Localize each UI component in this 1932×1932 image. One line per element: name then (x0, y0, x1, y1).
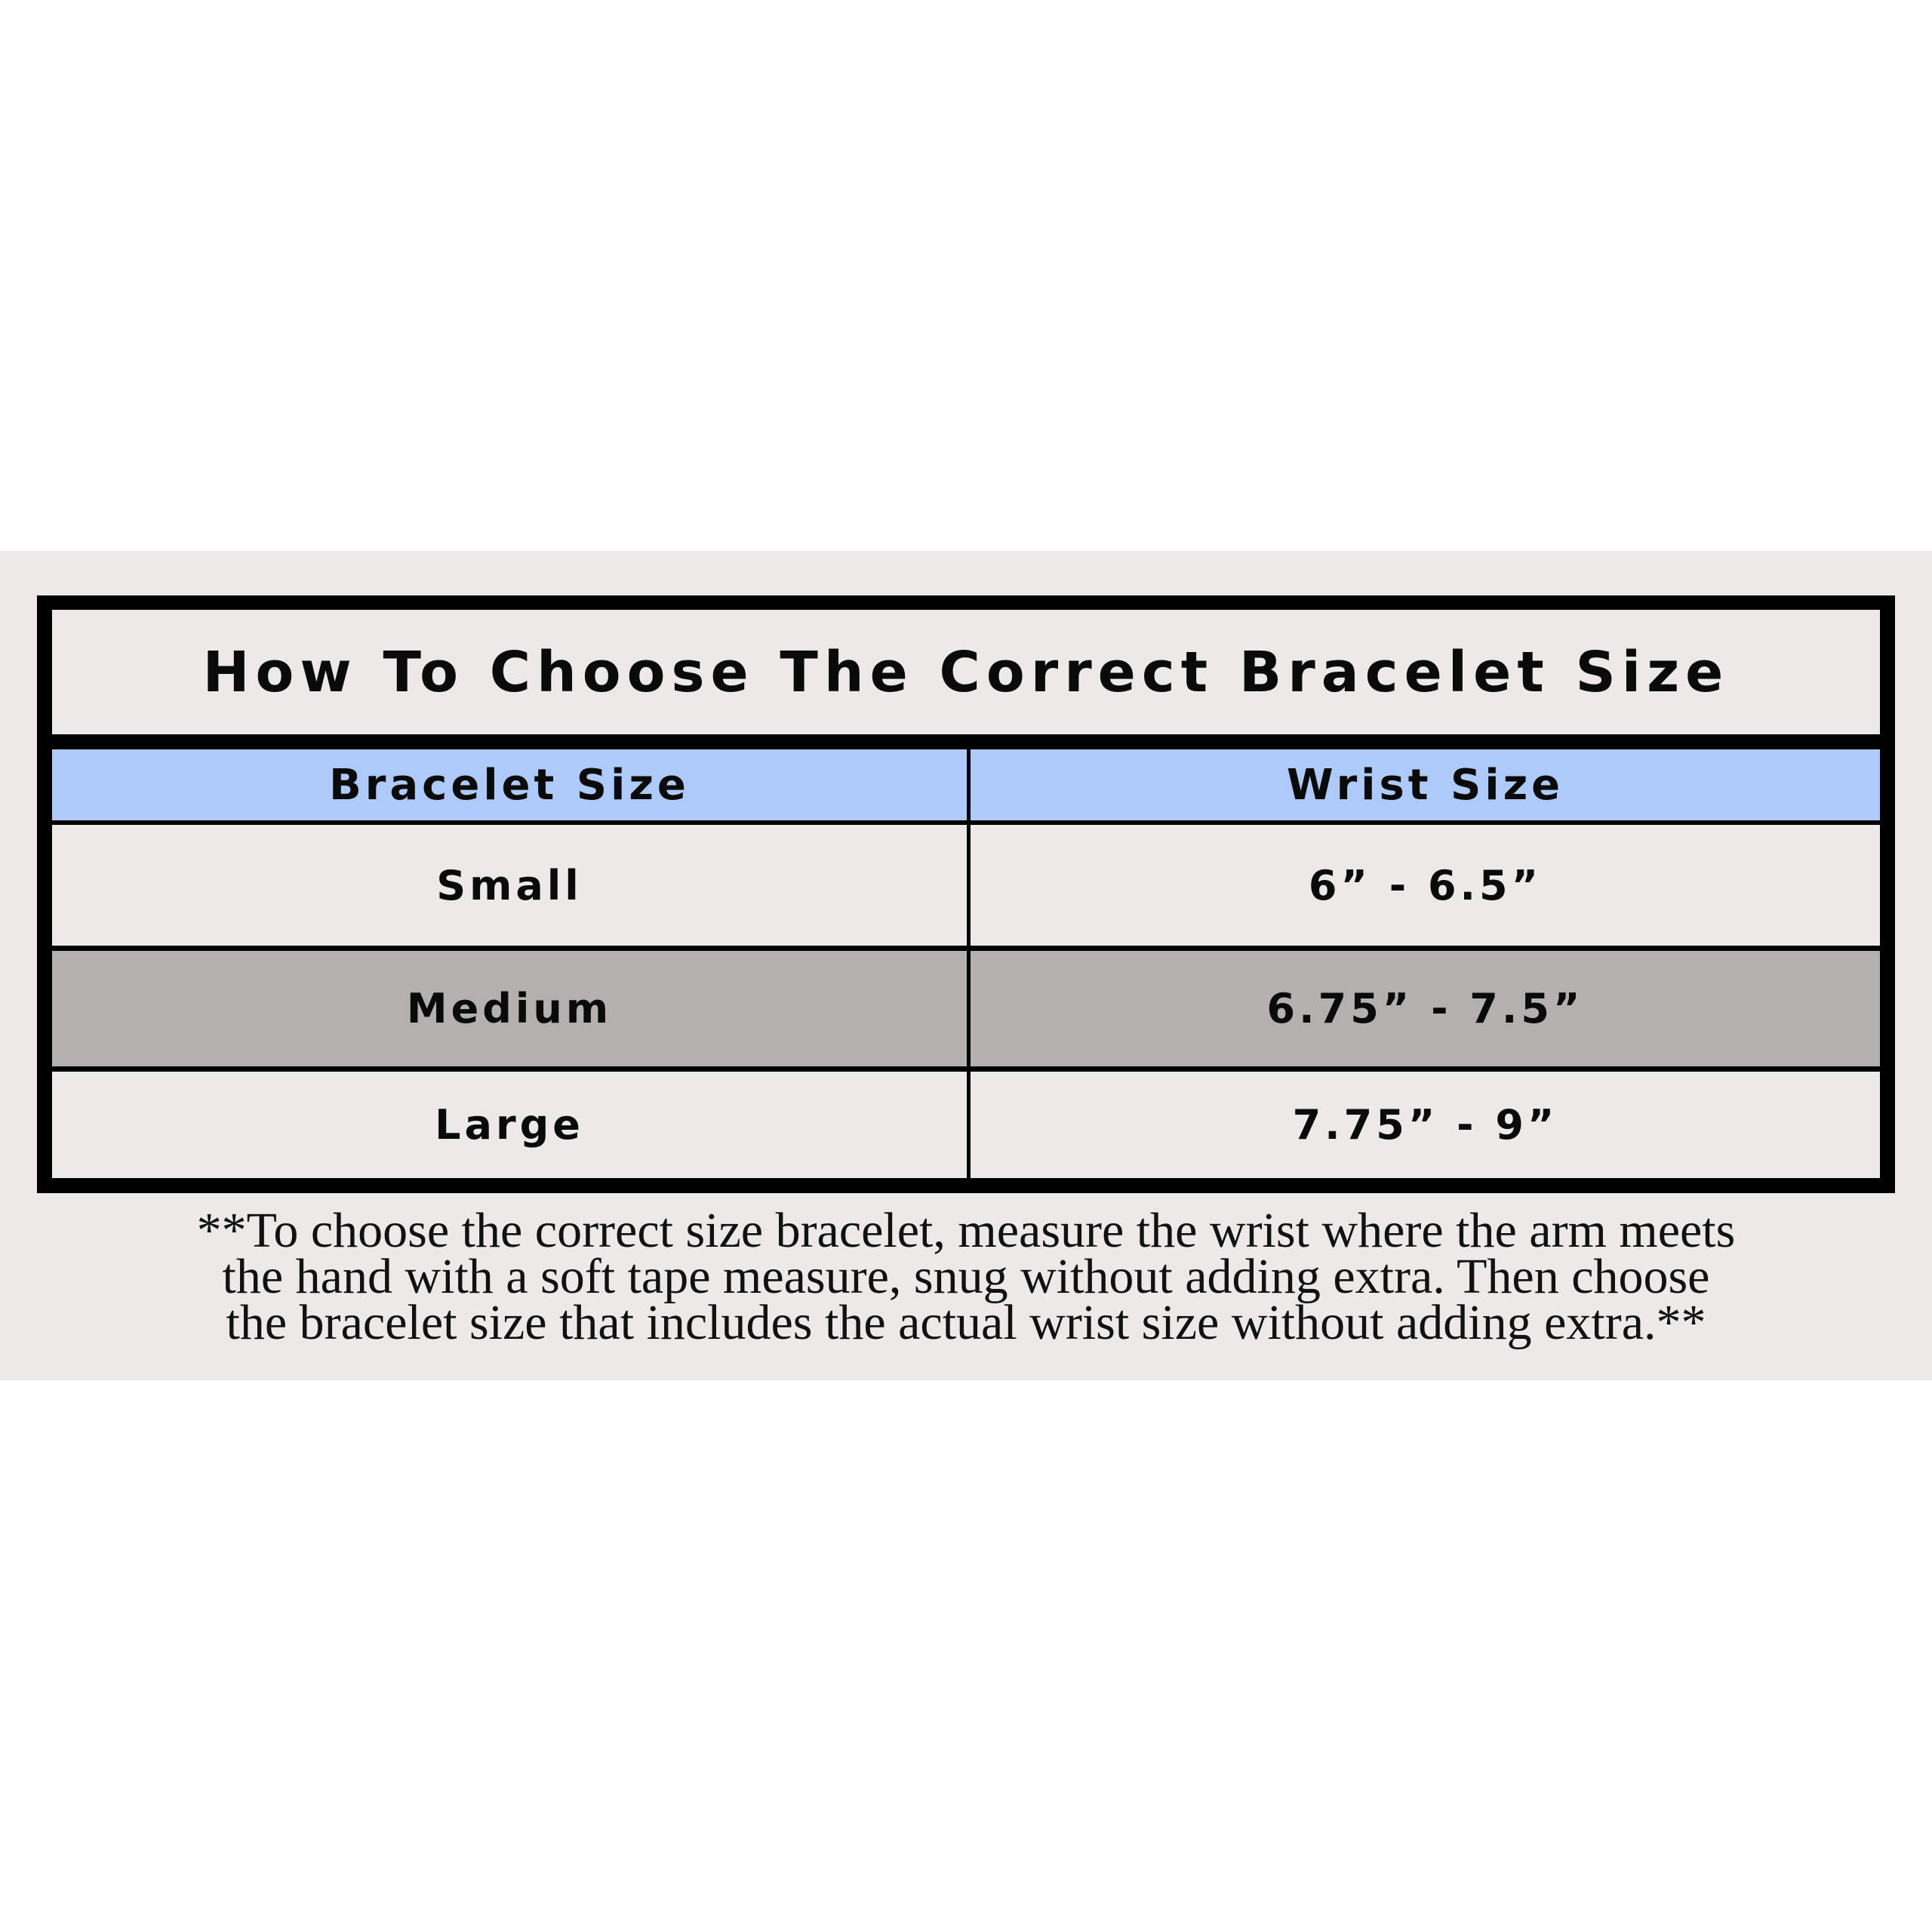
column-header-wrist-size: Wrist Size (971, 749, 1880, 820)
column-header-bracelet-size: Bracelet Size (52, 749, 967, 820)
table-cell-bracelet-size: Medium (52, 951, 967, 1066)
table-cell-wrist-size: 6” - 6.5” (971, 825, 1880, 946)
footnote-line: **To choose the correct size bracelet, m… (196, 1203, 1736, 1258)
table-cell-bracelet-size: Large (52, 1072, 967, 1178)
table-cell-wrist-size: 7.75” - 9” (971, 1072, 1880, 1178)
chart-title: How To Choose The Correct Bracelet Size (52, 610, 1880, 734)
footnote-line: the bracelet size that includes the actu… (226, 1295, 1706, 1350)
footnote-line: the hand with a soft tape measure, snug … (222, 1249, 1710, 1304)
size-chart-table: How To Choose The Correct Bracelet Size … (37, 595, 1895, 1193)
footnote: **To choose the correct size bracelet, m… (30, 1203, 1902, 1350)
table-cell-wrist-size: 6.75” - 7.5” (971, 951, 1880, 1066)
table-cell-bracelet-size: Small (52, 825, 967, 946)
